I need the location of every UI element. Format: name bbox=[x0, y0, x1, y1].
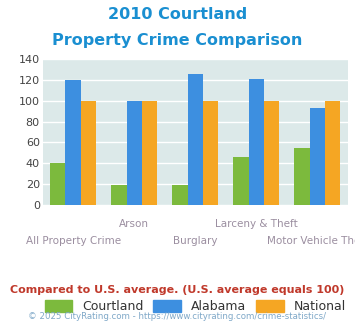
Bar bbox=[294, 148, 310, 205]
Bar bbox=[188, 74, 203, 205]
Bar bbox=[81, 101, 96, 205]
Bar bbox=[111, 185, 126, 205]
Bar bbox=[234, 157, 248, 205]
Bar bbox=[142, 101, 157, 205]
Bar bbox=[50, 163, 66, 205]
Bar bbox=[66, 80, 81, 205]
Text: © 2025 CityRating.com - https://www.cityrating.com/crime-statistics/: © 2025 CityRating.com - https://www.city… bbox=[28, 312, 327, 321]
Bar bbox=[325, 101, 340, 205]
Text: Motor Vehicle Theft: Motor Vehicle Theft bbox=[267, 236, 355, 246]
Bar bbox=[264, 101, 279, 205]
Text: All Property Crime: All Property Crime bbox=[26, 236, 121, 246]
Bar bbox=[248, 79, 264, 205]
Text: Property Crime Comparison: Property Crime Comparison bbox=[52, 33, 303, 48]
Text: 2010 Courtland: 2010 Courtland bbox=[108, 7, 247, 21]
Bar bbox=[173, 185, 187, 205]
Bar bbox=[203, 101, 218, 205]
Bar bbox=[126, 101, 142, 205]
Text: Compared to U.S. average. (U.S. average equals 100): Compared to U.S. average. (U.S. average … bbox=[10, 285, 345, 295]
Bar bbox=[310, 108, 325, 205]
Text: Arson: Arson bbox=[119, 219, 149, 229]
Text: Larceny & Theft: Larceny & Theft bbox=[215, 219, 298, 229]
Legend: Courtland, Alabama, National: Courtland, Alabama, National bbox=[39, 295, 351, 318]
Text: Burglary: Burglary bbox=[173, 236, 218, 246]
